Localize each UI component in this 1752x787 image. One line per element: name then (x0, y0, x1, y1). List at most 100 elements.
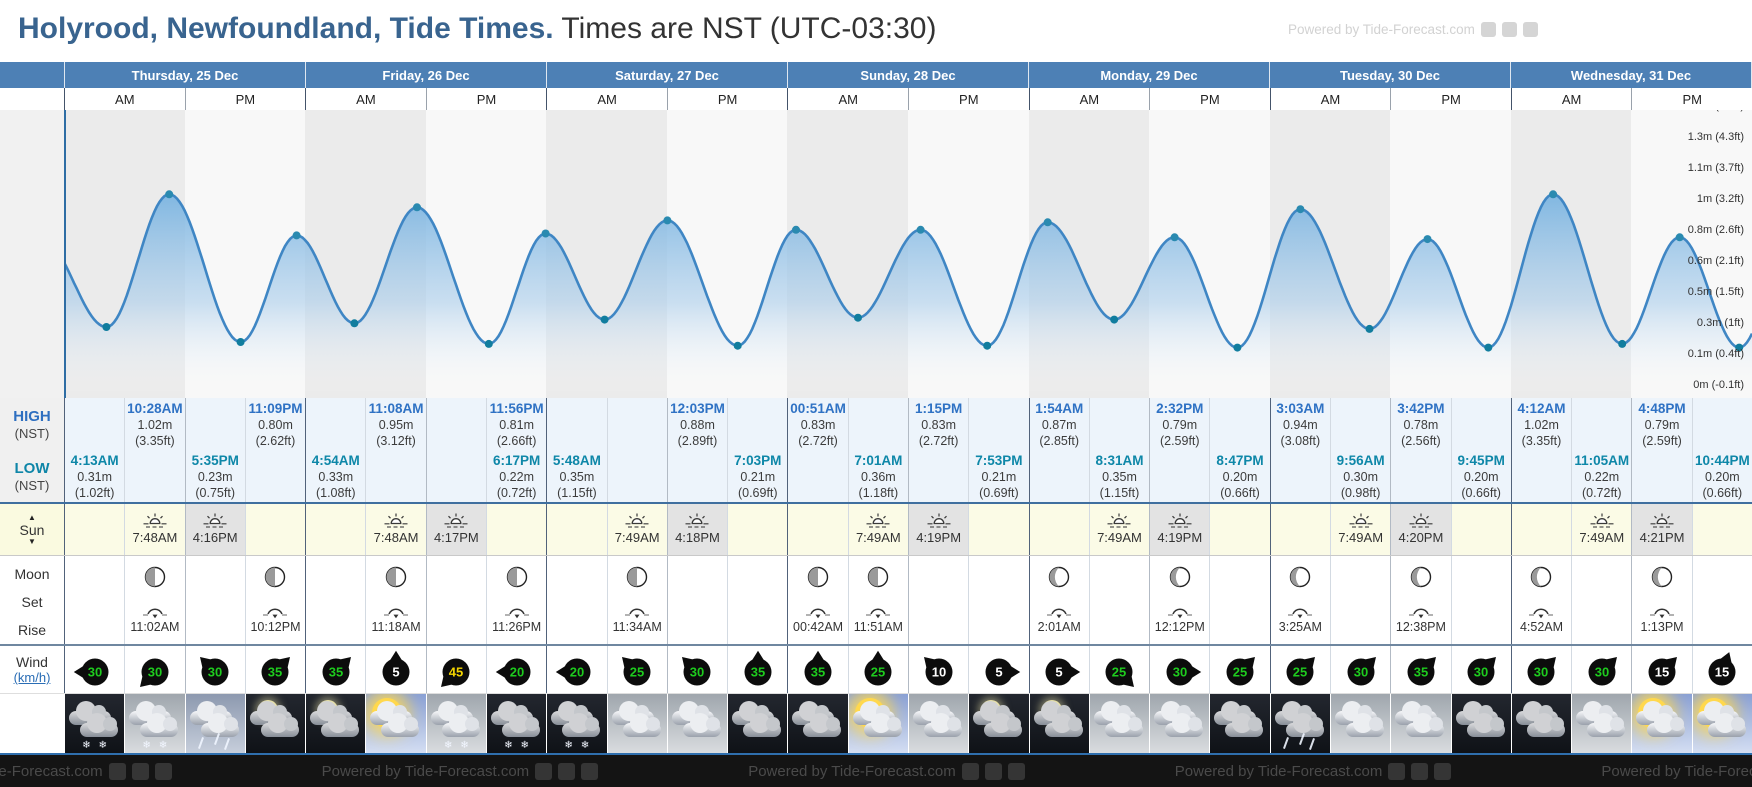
day-cell-6: 11:05AM 0.22m (0.72ft) 10:44PM 0.20m (0.66ft) (1510, 452, 1752, 502)
low-tide-cell: 8:31AM 0.35m (1.15ft) (1088, 452, 1150, 502)
sunset-toggle-icon[interactable]: ▼ (28, 536, 36, 546)
social-icon[interactable] (535, 762, 553, 780)
tide-height-m: 0.78m (1403, 417, 1439, 432)
high-tide-cell (306, 398, 366, 452)
social-icon[interactable] (1007, 762, 1025, 780)
moon-cell (1691, 556, 1752, 644)
wind-cell: 35 (306, 646, 366, 693)
wind-cell: 35 (1390, 646, 1451, 693)
tide-extreme-dot (350, 319, 359, 328)
tide-time: 5:48AM (552, 453, 601, 469)
weather-cell (1511, 694, 1572, 753)
high-tide-cell: 4:12AM 1.02m (3.35ft) (1511, 398, 1572, 452)
tide-extreme-dot (541, 229, 550, 238)
day-cell-2: 11:34AM (546, 556, 788, 644)
tide-time: 3:42PM (1397, 401, 1445, 417)
moon-phase-icon (1290, 566, 1311, 588)
tide-height-ft: (2.56ft) (1401, 433, 1441, 448)
powered-by-text: Powered by Tide-Forecast.com (0, 762, 103, 780)
wind-cell: 25 (1209, 646, 1270, 693)
tide-height-m: 0.88m (680, 417, 715, 432)
pm-label: PM (908, 88, 1029, 110)
weather-cell: ❄❄ (124, 694, 185, 753)
sunrise-toggle-icon[interactable]: ▲ (28, 512, 36, 522)
moon-cell: 1:13PM (1631, 556, 1692, 644)
y-axis-label: 0.1m (0.4ft) (1687, 348, 1744, 360)
page-title-timezone: Times are NST (UTC-03:30) (553, 12, 937, 45)
social-icon[interactable] (1434, 762, 1452, 780)
tide-extreme-dot (1043, 218, 1052, 227)
raindrop (197, 737, 204, 749)
high-tide-cell: 2:32PM 0.79m (2.59ft) (1149, 398, 1210, 452)
social-icon[interactable] (1388, 762, 1406, 780)
nst-label: (NST) (14, 425, 50, 441)
wind-badge: 35 (804, 650, 832, 685)
social-icon[interactable] (558, 762, 576, 780)
wind-badge: 25 (622, 656, 651, 685)
day-bar-stub (0, 62, 65, 88)
low-tide-cell (425, 452, 486, 502)
y-axis-column (0, 110, 66, 398)
tide-height-ft: (2.85ft) (1039, 433, 1079, 448)
moon-set-rise-time: 10:12PM (250, 620, 301, 634)
social-icon[interactable] (108, 762, 126, 780)
social-icon[interactable] (131, 762, 149, 780)
low-tide-cell (365, 452, 426, 502)
tide-chart: 0m (-0.1ft) 0.1m (0.4ft) 0.3m (1ft) 0.5m (1… (0, 110, 1752, 402)
moon-cell: 3:25AM (1270, 556, 1330, 644)
moon-phase-icon (265, 566, 286, 588)
row-label: Moon Set Rise (0, 556, 64, 644)
weather-icon-night-rain (1270, 694, 1330, 753)
social-icon[interactable] (961, 762, 979, 780)
ampm-day-4: AM PM (1028, 88, 1270, 110)
powered-by-text: Powered by Tide-Forecast.com (748, 762, 956, 780)
weather-cell (1390, 694, 1451, 753)
moon-cell (968, 556, 1029, 644)
tide-height-m: 0.87m (1041, 417, 1077, 432)
weather-row: ❄❄ ❄❄ ❄❄ ❄❄ ❄❄ (0, 694, 1752, 755)
wind-unit-link[interactable]: (km/h) (13, 670, 51, 685)
svg-text:5: 5 (995, 664, 1002, 679)
social-icon[interactable] (154, 762, 172, 780)
day-cell-3: 7:49AM 4:19PM (787, 504, 1029, 555)
sun-cell (788, 504, 848, 555)
tide-height-ft: (0.66ft) (1461, 485, 1501, 500)
tide-extreme-dot (600, 315, 609, 324)
weather-icon-night-moon (1029, 694, 1089, 753)
tide-extreme-dot (1233, 343, 1242, 352)
wind-badge: 25 (1226, 656, 1256, 685)
day-cell-4 (1028, 694, 1270, 753)
tide-extreme-dot (1170, 233, 1179, 242)
social-icon[interactable] (984, 762, 1002, 780)
cloud-icon (1104, 713, 1143, 737)
moon-set-rise-icon (1047, 608, 1072, 619)
social-icon[interactable] (581, 762, 599, 780)
social-icon[interactable] (1522, 22, 1538, 37)
social-icon[interactable] (1501, 22, 1517, 37)
cloud-icon (984, 713, 1023, 737)
cloud-icon (743, 713, 782, 737)
high-tide-cell: 10:28AM 1.02m (3.35ft) (124, 398, 185, 452)
wind-cell: 5 (365, 646, 426, 693)
day-cell-3: 00:51AM 0.83m (2.72ft) 1:15PM 0.83m (2.72ft) (787, 398, 1029, 452)
day-header-6: Wednesday, 31 Dec (1511, 62, 1752, 88)
weather-icon-night-snow: ❄❄ (65, 694, 125, 753)
moon-cell: 11:51AM (847, 556, 908, 644)
weather-icon-day-sun (1632, 694, 1692, 753)
high-tide-cell (425, 398, 486, 452)
cloud-icon (682, 713, 721, 737)
high-tide-cell: 00:51AM 0.83m (2.72ft) (788, 398, 848, 452)
social-icon[interactable] (1411, 762, 1429, 780)
row-label: LOW (NST) (0, 452, 64, 502)
wind-badge: 20 (495, 658, 531, 685)
y-axis-label: 0m (-0.1ft) (1693, 379, 1744, 391)
svg-text:10: 10 (931, 664, 945, 679)
sun-horizon-icon (1409, 513, 1433, 528)
moon-set-rise-icon (1529, 608, 1554, 619)
wind-cell: 35 (727, 646, 788, 693)
social-icon[interactable] (1480, 22, 1496, 37)
low-tide-cell (244, 452, 306, 502)
powered-by-text: Powered by Tide-Forecast.com (1174, 762, 1383, 780)
tide-time: 4:48PM (1638, 401, 1686, 417)
wind-cell: 30 (666, 646, 728, 693)
